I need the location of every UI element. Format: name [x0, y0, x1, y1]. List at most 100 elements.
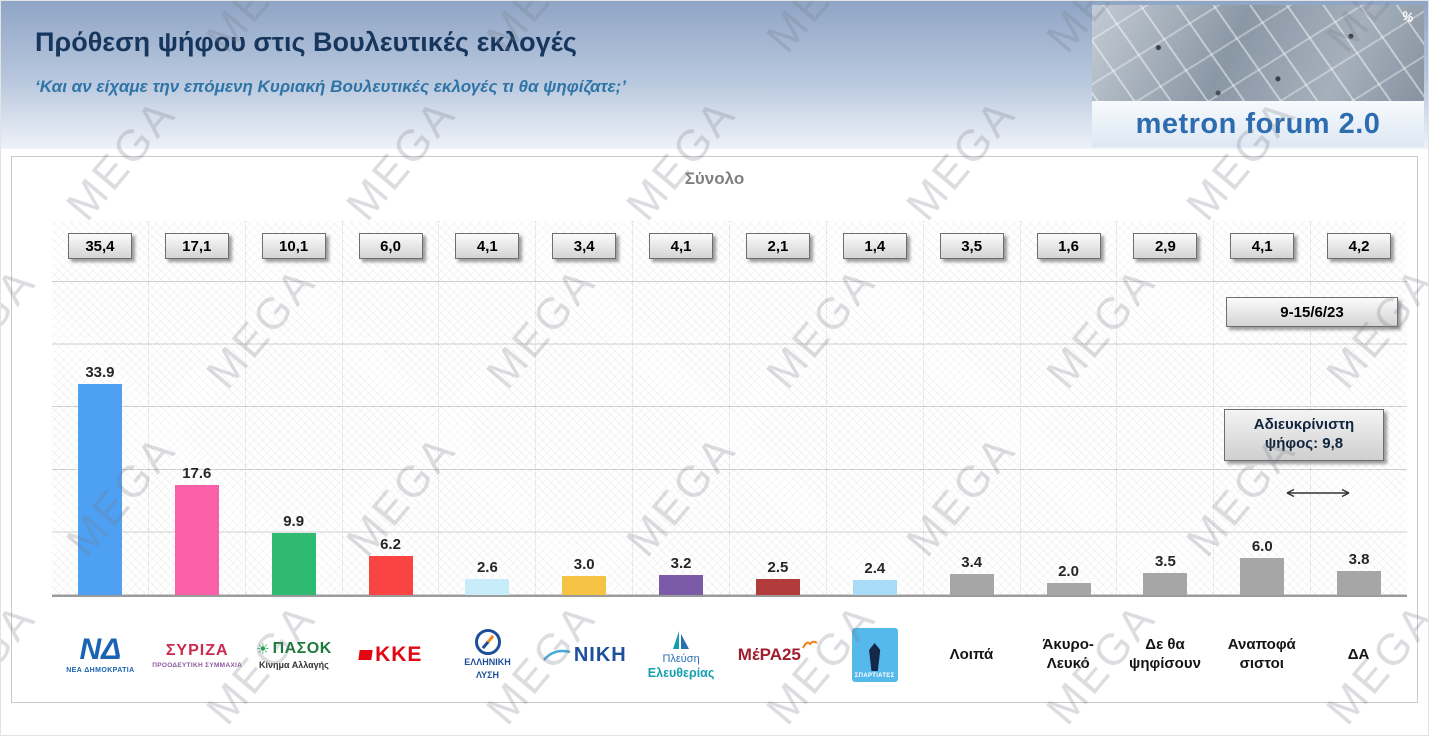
chart-column-niki: 3,4 3.0: [536, 221, 634, 595]
chart-column-elliniki-lysi: 4,1 2.6: [439, 221, 537, 595]
chart-panel: Σύνολο 35,4 33.9 17,1 17.6 10,1 9.9 6,0: [11, 156, 1418, 703]
prev-value-box-spartiates: 1,4: [842, 233, 907, 259]
plefsi-line2: Ελευθερίας: [647, 666, 715, 681]
party-logo-niki: ΝΙΚΗ: [536, 644, 633, 667]
category-row: ΝΔ ΝΕΑ ΔΗΜΟΚΡΑΤΙΑ ΣΥΡΙΖΑ ΠΡΟΟΔΕΥΤΙΚΗ ΣΥΜ…: [52, 609, 1407, 701]
party-logo-mera25: ΜέΡΑ25: [729, 640, 826, 665]
bar-label-de-tha-psifisoun: 3.5: [1154, 553, 1176, 571]
compass-icon: [474, 629, 501, 656]
bar-label-elliniki-lysi: 2.6: [476, 558, 498, 576]
prev-value-box-mera25: 2,1: [745, 233, 810, 259]
bar-anapofasistoi: [1240, 557, 1285, 595]
pasok-logo-subtext: Κίνημα Αλλαγής: [259, 660, 329, 670]
party-logo-syriza: ΣΥΡΙΖΑ ΠΡΟΟΔΕΥΤΙΚΗ ΣΥΜΜΑΧΙΑ: [149, 642, 246, 669]
bar-label-mera25: 2.5: [767, 559, 789, 577]
category-label-anapofasistoi: Αναποφάσιστοι: [1213, 636, 1310, 674]
prev-value-box-syriza: 17,1: [164, 233, 229, 259]
elliniki-lysi-line2: ΛΥΣΗ: [475, 670, 500, 680]
mera25-bird-icon: [802, 640, 818, 649]
undecided-line1: Αδιευκρίνιστη: [1253, 416, 1355, 434]
bar-label-anapofasistoi: 6.0: [1251, 537, 1273, 555]
metron-brand-band: metron forum 2.0: [1092, 101, 1424, 147]
prev-value-box-plefsi: 4,1: [649, 233, 714, 259]
syriza-logo-subtext: ΠΡΟΟΔΕΥΤΙΚΗ ΣΥΜΜΑΧΙΑ: [152, 661, 243, 669]
niki-logo-text: ΝΙΚΗ: [573, 643, 627, 666]
nd-logo-subtext: ΝΕΑ ΔΗΜΟΚΡΑΤΙΑ: [66, 666, 135, 674]
pasok-sun-icon: ☀: [256, 640, 270, 658]
prev-value-box-anapofasistoi: 4,1: [1230, 233, 1295, 259]
bar-niki: [562, 576, 607, 595]
spartiates-logo-text: ΣΠΑΡΤΙΑΤΕΣ: [854, 673, 895, 679]
chart-column-akyro-leyko: 1,6 2.0: [1021, 221, 1118, 595]
bar-plefsi: [659, 575, 704, 595]
category-label-da: ΔΑ: [1310, 646, 1407, 665]
chart-column-anapofasistoi: 4,1 6.0: [1214, 221, 1312, 595]
category-text: Άκυρο-Λευκό: [1042, 636, 1094, 672]
party-logo-kke: ΚΚΕ: [342, 643, 439, 667]
bar-label-niki: 3.0: [573, 556, 595, 574]
chart-column-de-tha-psifisoun: 2,9 3.5: [1117, 221, 1215, 595]
elliniki-lysi-line1: ΕΛΛΗΝΙΚΗ: [464, 657, 511, 668]
prev-value-box-loipa: 3,5: [939, 233, 1004, 259]
category-text: Λοιπά: [949, 645, 994, 663]
syriza-logo-icon: ΣΥΡΙΖΑ: [165, 641, 229, 659]
page-title: Πρόθεση ψήφου στις Βουλευτικές εκλογές: [35, 27, 577, 57]
prev-value-box-pasok: 10,1: [261, 233, 326, 259]
category-label-loipa: Λοιπά: [923, 646, 1020, 665]
undecided-vote-box: Αδιευκρίνιστη ψήφος: 9,8: [1224, 409, 1384, 461]
header-band: Πρόθεση ψήφου στις Βουλευτικές εκλογές ‘…: [1, 1, 1428, 149]
bar-label-pasok: 9.9: [283, 513, 305, 531]
plefsi-line1: Πλεύση: [662, 653, 700, 666]
party-logo-elliniki-lysi: ΕΛΛΗΝΙΚΗ ΛΥΣΗ: [439, 629, 536, 681]
plefsi-sail-icon: [673, 631, 690, 650]
party-logo-plefsi-eleftherias: Πλεύση Ελευθερίας: [633, 629, 730, 681]
bar-label-akyro-leyko: 2.0: [1058, 562, 1079, 580]
chart-column-kke: 6,0 6.2: [343, 221, 440, 595]
page-subtitle: ‘Και αν είχαμε την επόμενη Κυριακή Βουλε…: [35, 77, 627, 96]
bar-elliniki-lysi: [465, 578, 510, 595]
bar-label-nd: 33.9: [85, 363, 115, 381]
bar-label-syriza: 17.6: [182, 465, 212, 483]
bar-da: [1337, 571, 1382, 595]
pasok-logo-text: ΠΑΣΟΚ: [272, 640, 332, 657]
party-logo-pasok: ☀ ΠΑΣΟΚ Κίνημα Αλλαγής: [246, 640, 343, 670]
bar-pasok: [271, 533, 316, 595]
chart-column-pasok: 10,1 9.9: [246, 221, 343, 595]
spartiates-logo-box: ΣΠΑΡΤΙΑΤΕΣ: [851, 628, 898, 682]
bar-label-kke: 6.2: [380, 536, 401, 554]
kke-logo-text: ΚΚΕ: [375, 643, 423, 666]
prev-value-box-akyro-leyko: 1,6: [1036, 233, 1101, 259]
bar-spartiates: [852, 580, 897, 595]
prev-value-box-nd: 35,4: [67, 233, 132, 259]
niki-swoosh-icon: [542, 649, 571, 661]
category-text: ΔΑ: [1347, 645, 1370, 663]
prev-value-box-da: 4,2: [1327, 233, 1392, 259]
bar-de-tha-psifisoun: [1143, 573, 1188, 595]
category-label-de-tha-psifisoun: Δε θα ψηφίσουν: [1117, 636, 1214, 674]
category-text: Δε θα ψηφίσουν: [1129, 636, 1201, 672]
bar-label-plefsi: 3.2: [670, 555, 692, 573]
plot-area: 35,4 33.9 17,1 17.6 10,1 9.9 6,0 6.2 4,1: [52, 221, 1407, 597]
party-logo-spartiates: ΣΠΑΡΤΙΑΤΕΣ: [826, 628, 923, 682]
chart-columns: 35,4 33.9 17,1 17.6 10,1 9.9 6,0 6.2 4,1: [52, 221, 1407, 595]
kke-flag-icon: [358, 650, 373, 660]
category-text: Αναποφάσιστοι: [1227, 636, 1296, 672]
double-arrow-icon: [1286, 488, 1350, 498]
bar-kke: [368, 556, 413, 595]
spartan-figure-icon: [869, 643, 881, 671]
chart-column-plefsi: 4,1 3.2: [633, 221, 731, 595]
chart-column-nd: 35,4 33.9: [52, 221, 149, 595]
bar-loipa: [949, 573, 994, 595]
bar-syriza: [174, 485, 219, 595]
party-logo-nea-dimokratia: ΝΔ ΝΕΑ ΔΗΜΟΚΡΑΤΙΑ: [52, 633, 149, 674]
mera25-logo-text: ΜέΡΑ25: [737, 645, 801, 664]
prev-value-box-kke: 6,0: [358, 233, 423, 259]
undecided-line2: ψήφος: 9,8: [1264, 435, 1344, 452]
bar-nd: [77, 383, 122, 595]
nd-logo-icon: ΝΔ: [79, 633, 122, 667]
metron-brand-text: metron forum 2.0: [1135, 107, 1381, 140]
bar-mera25: [755, 579, 800, 595]
metron-forum-logo: % metron forum 2.0: [1092, 5, 1424, 147]
bar-label-da: 3.8: [1348, 551, 1370, 569]
